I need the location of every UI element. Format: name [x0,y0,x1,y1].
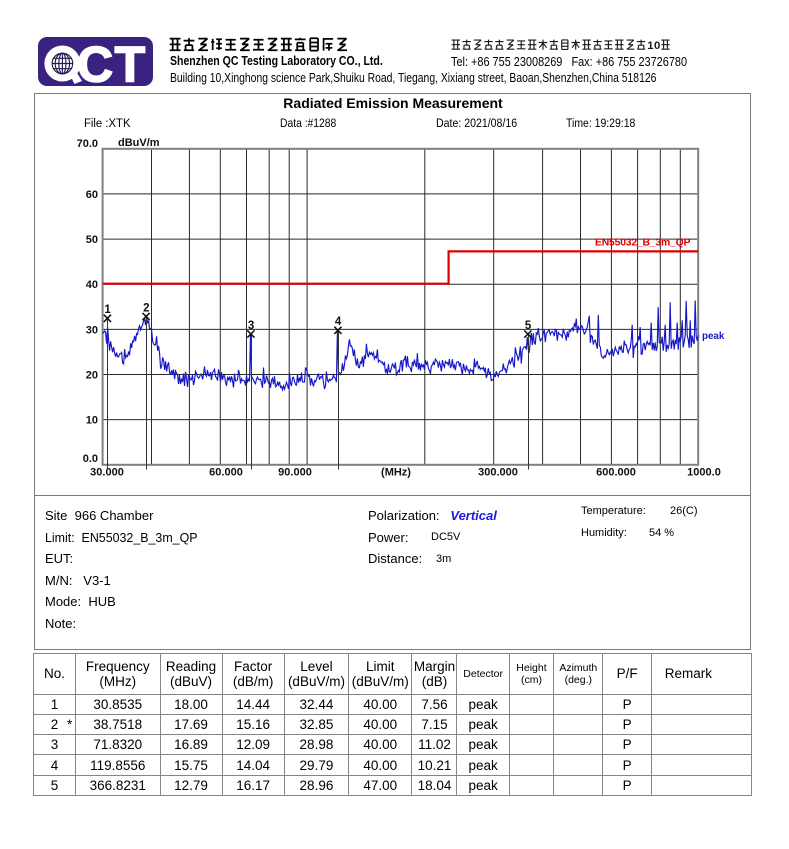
svg-text:90.000: 90.000 [278,467,312,479]
svg-text:(MHz): (MHz) [381,467,411,479]
svg-text:30.000: 30.000 [90,467,124,479]
svg-text:5: 5 [525,320,532,332]
svg-text:20: 20 [86,370,98,382]
svg-text:10: 10 [86,415,98,427]
svg-text:dBuV/m: dBuV/m [118,137,160,149]
svg-text:30: 30 [86,324,98,336]
svg-text:1000.0: 1000.0 [687,467,721,479]
svg-text:300.000: 300.000 [478,467,518,479]
svg-text:60.000: 60.000 [209,467,243,479]
svg-text:0: 0 [654,40,660,52]
svg-text:1: 1 [647,40,654,52]
svg-text:peak: peak [702,331,725,342]
svg-text:70.0: 70.0 [77,138,98,150]
svg-text:60: 60 [86,189,98,201]
svg-text:4: 4 [335,316,342,328]
svg-text:0.0: 0.0 [83,453,98,465]
svg-text:3: 3 [248,320,254,332]
svg-text:1: 1 [104,304,111,316]
svg-text:CT: CT [77,37,147,86]
svg-text:600.000: 600.000 [596,467,636,479]
svg-text:40: 40 [86,279,98,291]
svg-text:EN55032_B_3m_QP: EN55032_B_3m_QP [595,237,690,248]
svg-text:2: 2 [143,302,149,314]
svg-text:50: 50 [86,234,98,246]
